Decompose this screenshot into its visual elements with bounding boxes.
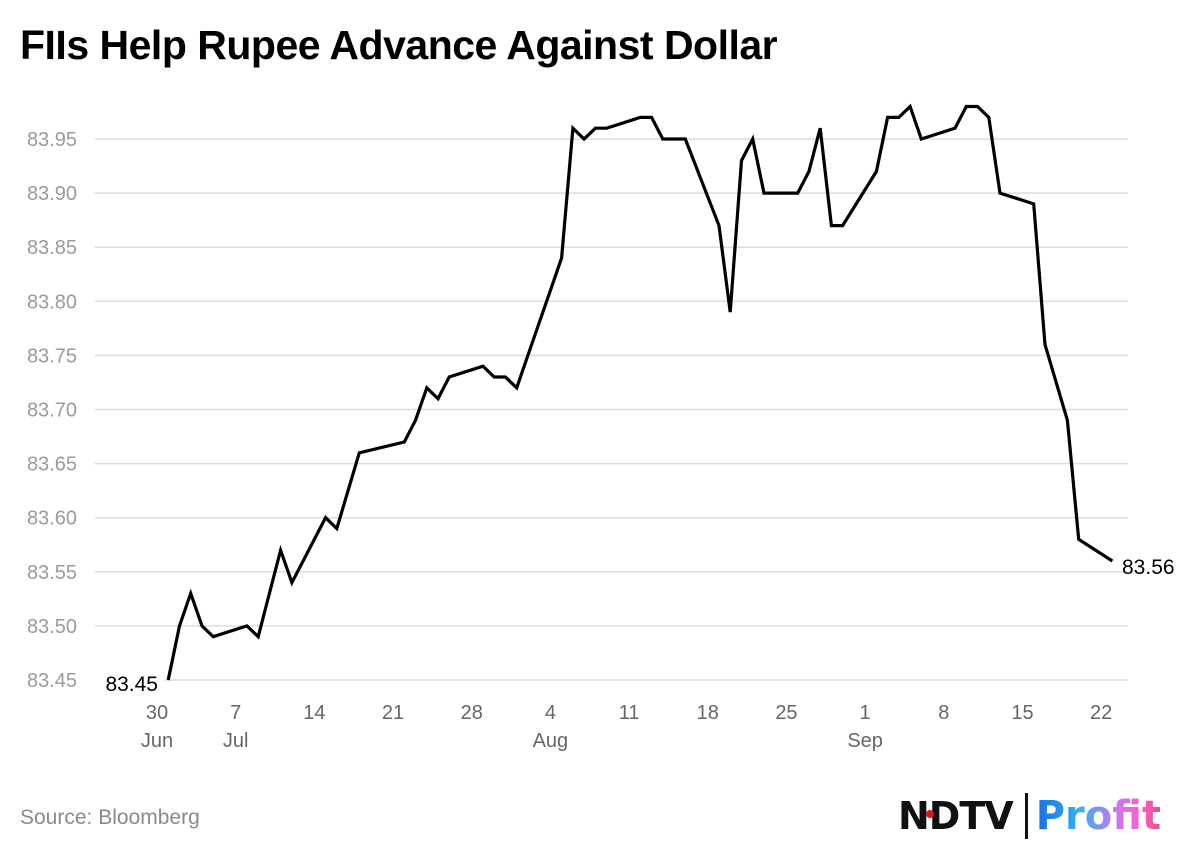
x-tick-label: 25	[775, 702, 797, 724]
x-tick-label: 28	[461, 702, 483, 724]
x-tick-month-label: Sep	[847, 730, 883, 752]
source-note: Source: Bloomberg	[20, 806, 200, 829]
x-tick-label: 18	[697, 702, 719, 724]
y-tick-label: 83.70	[27, 400, 77, 422]
y-tick-label: 83.90	[27, 183, 77, 205]
y-tick-label: 83.45	[27, 670, 77, 692]
y-tick-label: 83.55	[27, 562, 77, 584]
x-tick-month-label: Jul	[223, 730, 249, 752]
x-tick-label: 7	[230, 702, 241, 724]
y-axis: 83.45 83.50 83.55 83.60 83.65 83.70 83.75 83.80…	[27, 129, 77, 692]
chart-title: FIIs Help Rupee Advance Against Dollar	[20, 22, 778, 68]
x-tick-label: 14	[303, 702, 325, 724]
x-tick-month-label: Aug	[533, 730, 569, 752]
x-axis: 30 Jun 7 Jul 14 21 28 4 Aug 11 18 25 1 Sep 8 15 22	[141, 702, 1112, 752]
x-tick-label: 8	[938, 702, 949, 724]
x-tick-label: 1	[860, 702, 871, 724]
x-tick-label: 21	[382, 702, 404, 724]
ndtv-profit-logo: NDTV Profit	[898, 790, 1161, 842]
gridlines	[95, 138, 1128, 681]
y-tick-label: 83.80	[27, 291, 77, 313]
start-value-label: 83.45	[105, 673, 158, 696]
profit-logo-text: Profit	[1035, 793, 1161, 839]
y-tick-label: 83.95	[27, 129, 77, 151]
y-tick-label: 83.75	[27, 345, 77, 367]
x-tick-label: 11	[619, 702, 640, 724]
x-tick-month-label: Jun	[141, 730, 173, 752]
end-value-label: 83.56	[1122, 556, 1175, 579]
x-tick-label: 15	[1011, 702, 1033, 724]
x-tick-label: 4	[545, 702, 556, 724]
y-tick-label: 83.60	[27, 508, 77, 530]
y-tick-label: 83.65	[27, 454, 77, 476]
y-tick-label: 83.50	[27, 616, 77, 638]
series-line	[166, 103, 1114, 681]
ndtv-logo-text: NDTV	[898, 794, 1014, 838]
x-tick-label: 30	[146, 702, 168, 724]
logo-divider	[1024, 793, 1028, 839]
y-tick-label: 83.85	[27, 237, 77, 259]
ndtv-red-dot-icon	[926, 810, 934, 818]
x-tick-label: 22	[1090, 702, 1112, 724]
